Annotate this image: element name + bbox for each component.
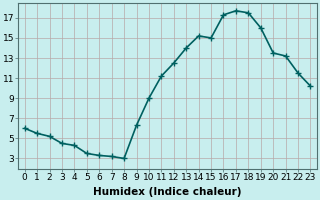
X-axis label: Humidex (Indice chaleur): Humidex (Indice chaleur) xyxy=(93,187,242,197)
